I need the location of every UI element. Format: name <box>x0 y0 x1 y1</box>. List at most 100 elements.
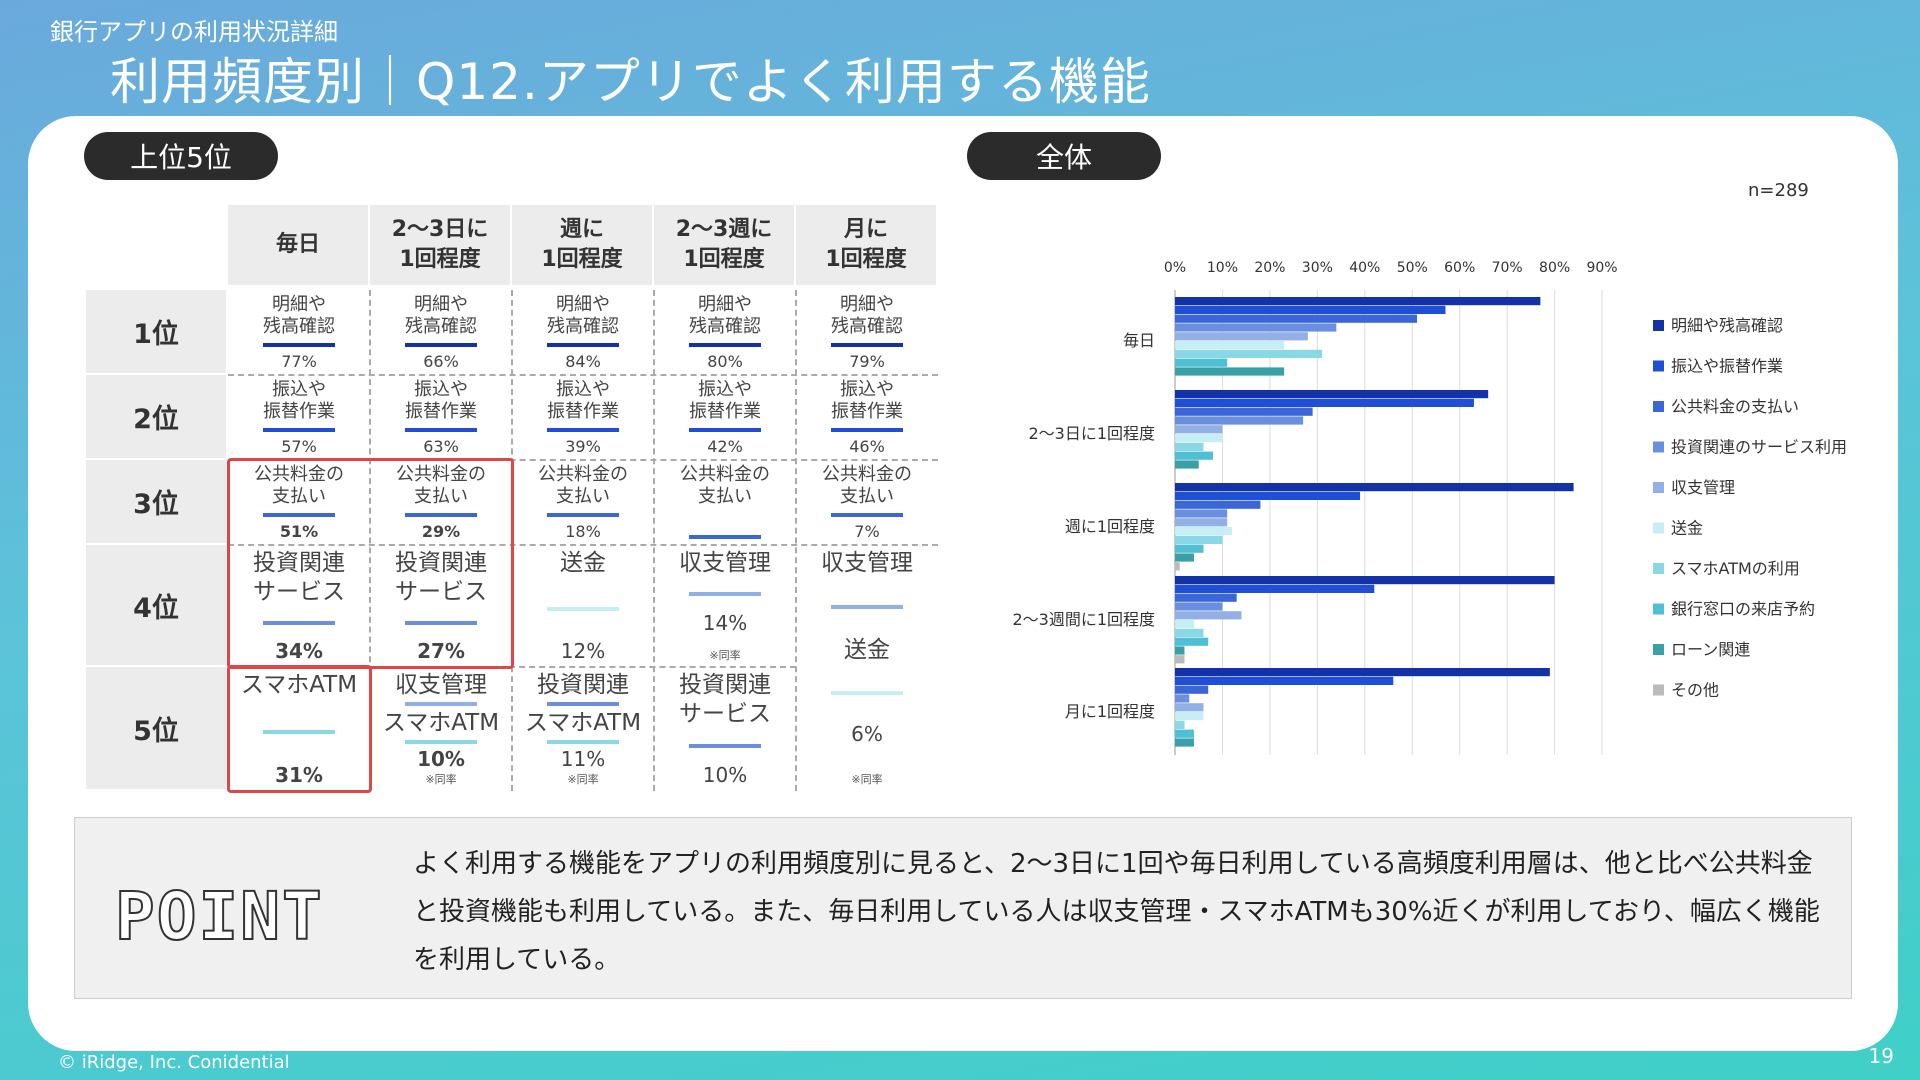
rank-bar <box>689 535 761 539</box>
chart-bar <box>1175 544 1204 553</box>
rank-label: 振込や 振替作業 <box>405 379 477 422</box>
rank-percent: 57% <box>281 437 317 456</box>
rank-percent: 80% <box>707 352 743 371</box>
rank-cell: 投資関連 サービス 34% <box>228 545 370 667</box>
rank-percent: 14% <box>702 610 748 635</box>
chart-bar <box>1175 668 1550 677</box>
rank-label: 収支管理 <box>821 550 913 576</box>
rank-label: 公共料金の 支払い <box>822 464 912 507</box>
table-divider <box>653 290 655 791</box>
legend-label: 収支管理 <box>1671 478 1735 497</box>
chart-bar <box>1175 620 1194 629</box>
rank-label: 投資関連 サービス <box>253 550 345 605</box>
rank-bar <box>547 702 619 707</box>
overall-chart: 0% 10% 20% 30% 40% 50% 60% 70% 80% 90% 毎日 2〜3日に1回程度… <box>990 170 1870 770</box>
rank-cell: 明細や 残高確認 84% <box>512 290 654 375</box>
legend-swatch <box>1653 603 1664 615</box>
chart-bar <box>1175 655 1185 664</box>
rank-cell: 収支管理 スマホATM 10% ※同率 <box>370 667 512 791</box>
rank-cell: 振込や 振替作業 39% <box>512 375 654 460</box>
point-text: よく利用する機能をアプリの利用頻度別に見ると、2〜3日に1回や毎日利用している高… <box>413 849 1820 975</box>
legend-label: 投資関連のサービス利用 <box>1671 438 1847 457</box>
chart-tick-label: 60% <box>1444 260 1475 276</box>
chart-bar <box>1175 398 1474 407</box>
rank-bar <box>263 428 335 432</box>
rank-cell: 収支管理 14% ※同率 <box>654 545 796 667</box>
table-divider <box>795 290 797 791</box>
chart-bar <box>1175 509 1228 518</box>
chart-category-label: 2〜3週間に1回程度 <box>1012 610 1155 629</box>
chart-bar <box>1175 518 1228 527</box>
rank-percent: 7% <box>854 522 880 541</box>
rank-cell: 公共料金の 支払い <box>654 460 796 545</box>
rank-bar <box>263 513 335 517</box>
rank-bar <box>689 428 761 432</box>
chart-bar <box>1175 390 1489 399</box>
rank-cell: 公共料金の 支払い 7% <box>796 460 938 545</box>
rank-cell: 投資関連 スマホATM 11% ※同率 <box>512 667 654 791</box>
rank-cell: 収支管理 送金 6% ※同率 <box>796 545 938 791</box>
rank-percent: 34% <box>275 639 323 663</box>
rank-bar <box>547 343 619 347</box>
chart-tick-label: 40% <box>1349 260 1380 276</box>
rank-cell: 振込や 振替作業 46% <box>796 375 938 460</box>
point-heading: POINT <box>114 877 324 956</box>
rank-bar <box>547 606 619 611</box>
rank-percent: 42% <box>707 437 743 456</box>
rank-cell: 公共料金の 支払い 29% <box>370 460 512 545</box>
chart-bar <box>1175 535 1223 544</box>
column-header: 月に 1回程度 <box>796 205 936 285</box>
rank-label: 収支管理 <box>395 672 487 698</box>
chart-bar <box>1175 442 1204 451</box>
chart-bar <box>1175 483 1574 492</box>
legend-label: スマホATMの利用 <box>1671 559 1800 578</box>
chart-category-label: 週に1回程度 <box>1065 517 1155 536</box>
chart-bar <box>1175 297 1541 306</box>
legend-swatch <box>1653 482 1664 493</box>
chart-bar <box>1175 305 1446 314</box>
rank-label: 公共料金の 支払い <box>680 464 770 507</box>
legend-label: 振込や振替作業 <box>1671 357 1783 376</box>
rank-bar-2 <box>831 691 903 696</box>
legend-swatch <box>1653 441 1664 453</box>
rank-bar <box>831 343 903 347</box>
rank-bar <box>405 621 477 625</box>
legend-swatch <box>1653 522 1664 534</box>
rank-label: 明細や 残高確認 <box>831 294 903 337</box>
legend-label: その他 <box>1671 681 1719 700</box>
chart-bar <box>1175 323 1337 332</box>
row-header: 1位 <box>86 290 226 373</box>
legend-swatch <box>1653 684 1664 696</box>
chart-bar <box>1175 416 1304 425</box>
rank-percent: 66% <box>423 352 459 371</box>
legend-swatch <box>1653 360 1664 372</box>
page-number: 19 <box>1868 1044 1894 1068</box>
rank-cell: 振込や 振替作業 57% <box>228 375 370 460</box>
rank-bar <box>831 604 903 609</box>
rank-percent: 46% <box>849 437 885 456</box>
page-title: 利用頻度別｜Q12.アプリでよく利用する機能 <box>110 53 1151 111</box>
rank-percent: 51% <box>279 522 319 541</box>
chart-bar <box>1175 349 1323 358</box>
rank-label: 明細や 残高確認 <box>405 294 477 337</box>
rank-bar <box>263 621 335 625</box>
chart-bar <box>1175 720 1185 729</box>
chart-tick-label: 10% <box>1207 260 1238 276</box>
rank-bar-2 <box>405 740 477 745</box>
legend-label: 送金 <box>1671 519 1703 538</box>
chart-bar <box>1175 553 1194 562</box>
chart-bar <box>1175 593 1237 602</box>
highlight-box <box>227 665 372 793</box>
rank-percent: 77% <box>281 352 317 371</box>
rank-bar <box>547 513 619 517</box>
chart-bar <box>1175 584 1375 593</box>
chart-bar <box>1175 685 1209 694</box>
rank-bar <box>405 702 477 707</box>
chart-tick-label: 80% <box>1539 260 1570 276</box>
chart-tick-label: 50% <box>1397 260 1428 276</box>
chart-bar <box>1175 611 1242 620</box>
rank-table: 毎日 2〜3日に 1回程度 週に 1回程度 2〜3週に 1回程度 月に 1回程度 1位 2位… <box>86 205 938 793</box>
rank-cell: 投資関連 サービス 10% <box>654 667 796 791</box>
rank-cell: 公共料金の 支払い 18% <box>512 460 654 545</box>
chart-tick-label: 70% <box>1492 260 1523 276</box>
